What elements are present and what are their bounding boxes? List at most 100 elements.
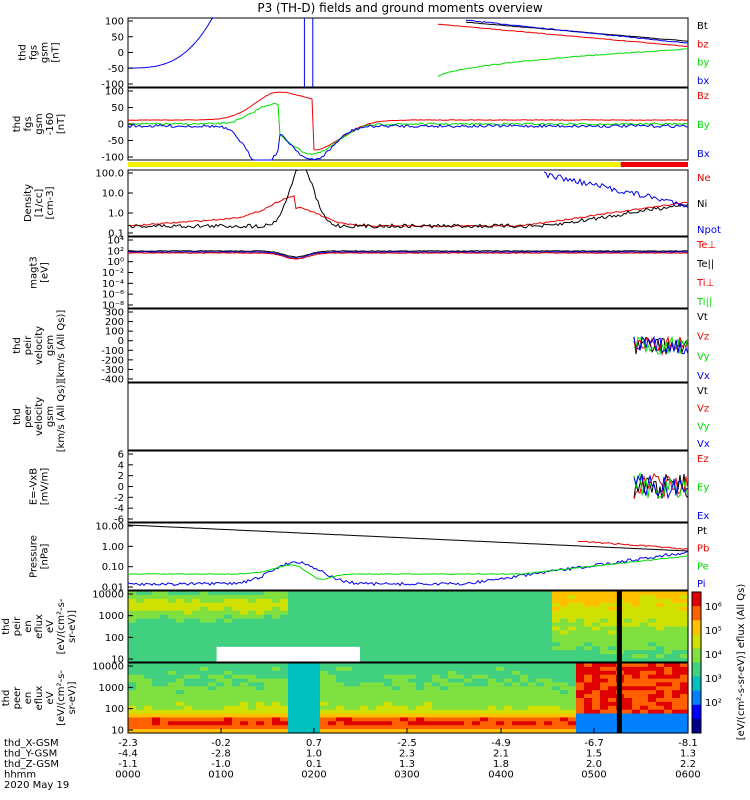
spectrogram-cell <box>360 610 369 616</box>
spectrogram-cell <box>584 670 593 676</box>
spectrogram-cell <box>640 682 649 687</box>
spectrogram-cell <box>608 713 617 719</box>
spectrogram-cell <box>624 606 633 612</box>
panel-p1 <box>127 17 689 88</box>
spectrogram-cell <box>456 630 465 635</box>
spectrogram-cell <box>224 622 233 628</box>
spectrogram-cell <box>536 654 545 659</box>
spectrogram-cell <box>592 622 601 628</box>
spectrogram-cell <box>432 682 441 687</box>
spectrogram-cell <box>440 650 449 655</box>
spectrogram-cell <box>560 618 569 624</box>
spectrogram-cell <box>664 694 673 699</box>
spectrogram-cell <box>288 594 297 600</box>
spectrogram-cell <box>424 654 433 659</box>
spectrogram-cell <box>472 642 481 647</box>
spectrogram-cell <box>144 622 153 628</box>
spectrogram-cell <box>248 670 257 676</box>
spectrogram-cell <box>480 678 489 684</box>
spectrogram-cell <box>496 721 505 726</box>
spectrogram-cell <box>320 709 329 715</box>
spectrogram-cell <box>568 666 577 672</box>
spectrogram-cell <box>408 663 417 668</box>
spectrogram-cell <box>168 630 177 635</box>
spectrogram-cell <box>552 610 561 616</box>
spectrogram-cell <box>480 705 489 711</box>
spectrogram-cell <box>288 663 297 668</box>
spectrogram-cell <box>512 686 521 691</box>
spectrogram-cell <box>256 729 265 734</box>
legend-Vt: Vt <box>697 386 708 397</box>
spectrogram-cell <box>200 705 209 711</box>
spectrogram-cell <box>336 622 345 628</box>
spectrogram-cell <box>216 670 225 676</box>
spectrogram-cell <box>432 713 441 719</box>
spectrogram-cell <box>640 690 649 695</box>
spectrogram-cell <box>280 638 289 643</box>
spectrogram-cell <box>248 709 257 715</box>
spectrogram-cell <box>512 705 521 711</box>
spectrogram-cell <box>152 622 161 628</box>
spectrogram-cell <box>504 630 513 635</box>
spectrogram-cell <box>504 622 513 628</box>
spectrogram-cell <box>456 701 465 707</box>
spectrogram-cell <box>240 622 249 628</box>
panel-p6 <box>127 382 689 451</box>
spectrogram-cell <box>328 701 337 707</box>
spectrogram-cell <box>400 646 409 651</box>
y-tick-label: 0.01 <box>102 583 124 594</box>
spectrogram-cell <box>576 705 585 711</box>
spectrogram-cell <box>360 721 369 726</box>
spectrogram-cell <box>560 666 569 672</box>
spectrogram-cell <box>456 674 465 680</box>
spectrogram-cell <box>160 602 169 608</box>
spectrogram-cell <box>640 670 649 676</box>
spectrogram-cell <box>608 650 617 655</box>
spectrogram-cell <box>200 622 209 628</box>
spectrogram-cell <box>608 690 617 695</box>
spectrogram-cell <box>160 606 169 612</box>
spectrogram-cell <box>408 690 417 695</box>
spectrogram-cell <box>216 630 225 635</box>
spectrogram-cell <box>584 713 593 719</box>
spectrogram-cell <box>200 725 209 730</box>
spectrogram-cell <box>288 598 297 604</box>
series-bx <box>128 17 216 69</box>
spectrogram-cell <box>304 598 313 604</box>
y-axis-label: thd <box>12 408 23 425</box>
spectrogram-cell <box>368 666 377 672</box>
spectrogram-cell <box>248 594 257 600</box>
spectrogram-cell <box>344 594 353 600</box>
spectrogram-cell <box>328 606 337 612</box>
spectrogram-cell <box>448 610 457 616</box>
spectrogram-cell <box>384 666 393 672</box>
spectrogram-cell <box>128 725 137 730</box>
spectrogram-cell <box>256 594 265 600</box>
y-tick-label: 100 <box>105 87 124 98</box>
spectrogram-cell <box>424 658 433 663</box>
spectrogram-cell <box>560 638 569 643</box>
spectrogram-cell <box>216 591 225 596</box>
spectrogram-cell <box>368 642 377 647</box>
spectrogram-cell <box>176 598 185 604</box>
spectrogram-cell <box>168 698 177 703</box>
spectrogram-cell <box>320 626 329 631</box>
spectrogram-cell <box>280 705 289 711</box>
spectrogram-cell <box>248 634 257 639</box>
spectrogram-cell <box>288 709 297 715</box>
spectrogram-cell <box>272 591 281 596</box>
spectrogram-cell <box>456 610 465 616</box>
legend-Te||: Te|| <box>696 259 714 270</box>
spectrogram-cell <box>328 614 337 620</box>
spectrogram-cell <box>648 717 657 722</box>
spectrogram-cell <box>240 591 249 596</box>
spectrogram-cell <box>440 642 449 647</box>
spectrogram-cell <box>400 614 409 620</box>
spectrogram-cell <box>520 638 529 643</box>
spectrogram-cell <box>640 634 649 639</box>
spectrogram-cell <box>128 602 137 608</box>
spectrogram-cell <box>312 642 321 647</box>
spectrogram-cell <box>200 602 209 608</box>
spectrogram-cell <box>632 709 641 715</box>
spectrogram-cell <box>496 717 505 722</box>
